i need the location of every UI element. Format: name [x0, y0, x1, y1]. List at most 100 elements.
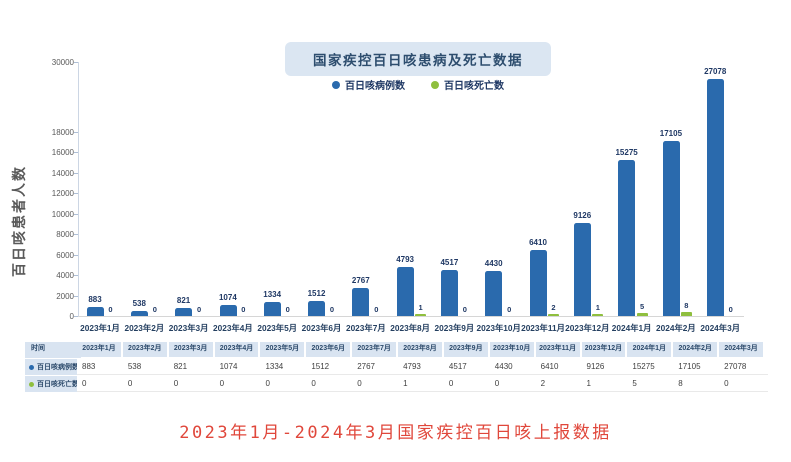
table-month-header-cell: 2023年2月: [122, 342, 167, 357]
x-axis-label: 2023年1月: [80, 323, 120, 333]
table-month-header-cell: 2023年1月: [77, 342, 121, 357]
chart-legend: 百日咳病例数 百日咳死亡数: [78, 77, 758, 92]
cases-bar-value-label: 538: [132, 298, 146, 308]
deaths-bar: [548, 313, 559, 316]
table-value-cell: 0: [352, 376, 402, 392]
x-axis-label: 2023年2月: [124, 323, 165, 333]
deaths-bar-value-label: 0: [197, 305, 202, 314]
table-time-header-cell: 时间: [25, 342, 81, 358]
deaths-bar: [415, 313, 427, 316]
y-axis-tick: [74, 132, 78, 133]
chart-header: 国家疾控百日咳患病及死亡数据: [78, 42, 758, 76]
cases-bar-value-label: 1512: [307, 288, 326, 298]
table-value-cell: 1334: [260, 359, 310, 375]
x-axis-label: 2023年8月: [390, 323, 430, 333]
x-axis-label: 2024年3月: [700, 323, 741, 333]
deaths-bar-value-label: 0: [462, 305, 467, 314]
y-axis-tick-label: 10000: [51, 209, 74, 219]
table-value-cell: 0: [260, 376, 310, 392]
table-value-cell: 27078: [719, 359, 768, 375]
deaths-bar-value-label: 0: [374, 305, 379, 314]
table-value-cell: 4430: [489, 359, 539, 375]
table-value-cell: 0: [443, 376, 493, 392]
deaths-bar: [636, 313, 648, 316]
cases-bar: [130, 310, 148, 316]
cases-bar-value-label: 9126: [573, 210, 592, 220]
deaths-bar: [592, 313, 604, 316]
table-value-cell: 15275: [627, 359, 677, 375]
table-row-label-cell: 百日咳病例数: [25, 359, 79, 375]
deaths-bar-value-label: 0: [152, 305, 157, 314]
cases-bar: [396, 267, 414, 316]
table-value-cell: 5: [627, 376, 677, 392]
table-row-dot-icon: [29, 381, 34, 387]
page-caption: 2023年1月-2024年3月国家疾控百日咳上报数据: [179, 423, 612, 443]
deaths-bar-value-label: 1: [595, 302, 600, 312]
table-value-cell: 883: [77, 359, 126, 375]
deaths-bar-value-label: 2: [551, 302, 556, 312]
table-month-header-cell: 2023年5月: [260, 342, 305, 357]
y-axis-tick-label: 16000: [51, 148, 74, 158]
deaths-bar-value-label: 0: [285, 305, 290, 314]
chart-title: 国家疾控百日咳患病及死亡数据: [285, 42, 551, 76]
cases-bar-value-label: 821: [176, 295, 191, 305]
table-row-dot-icon: [29, 364, 34, 370]
table-value-cell: 1074: [214, 359, 264, 375]
table-value-cell: 2767: [352, 359, 402, 375]
y-axis-tick: [74, 275, 78, 277]
deaths-bar-value-label: 0: [241, 305, 246, 314]
y-axis-tick-label: 4000: [56, 271, 74, 281]
y-axis-tick-label: 0: [69, 312, 74, 321]
cases-bar-value-label: 17105: [659, 129, 683, 139]
y-axis-tick-label: 14000: [51, 168, 74, 178]
y-axis-tick: [74, 193, 78, 195]
table-month-header-cell: 2024年2月: [673, 342, 718, 357]
cases-legend-dot-icon: [332, 80, 340, 89]
cases-bar: [573, 222, 591, 316]
x-axis-label: 2023年9月: [434, 323, 475, 333]
cases-bar: [441, 269, 458, 316]
cases-bar-value-label: 1074: [218, 293, 237, 303]
y-axis-tick: [74, 172, 78, 174]
table-value-cell: 538: [122, 359, 172, 375]
deaths-bar-value-label: 0: [329, 305, 335, 314]
cases-bar-value-label: 2767: [351, 275, 370, 285]
table-value-cell: 8: [673, 376, 723, 392]
x-axis-label: 2023年10月: [476, 323, 521, 333]
cases-bar: [219, 305, 237, 316]
table-value-cell: 0: [719, 376, 768, 392]
table-month-header-cell: 2024年3月: [719, 342, 763, 357]
deaths-bar-value-label: 5: [640, 302, 645, 311]
cases-bar: [485, 270, 503, 316]
cases-bar-value-label: 4517: [440, 257, 459, 267]
y-axis-tick-label: 30000: [51, 58, 74, 67]
table-month-header-cell: 2023年8月: [398, 342, 442, 357]
table-value-cell: 4793: [398, 359, 447, 375]
y-axis-tick-label: 12000: [51, 189, 74, 199]
table-value-cell: 6410: [535, 359, 585, 375]
y-axis-tick: [74, 152, 78, 154]
legend-label-cases: 百日咳病例数: [345, 81, 405, 92]
legend-item-cases: 百日咳病例数: [332, 77, 405, 92]
table-month-header-cell: 2023年10月: [489, 342, 534, 357]
x-axis-label: 2023年3月: [168, 323, 209, 333]
y-axis-tick: [74, 254, 78, 256]
cases-bar: [662, 141, 680, 316]
y-axis-tick-label: 18000: [51, 128, 74, 137]
y-axis-line: [78, 62, 79, 316]
table-value-cell: 0: [214, 376, 264, 392]
legend-item-deaths: 百日咳死亡数: [431, 77, 504, 92]
table-value-cell: 0: [168, 376, 218, 392]
x-axis-label: 2024年2月: [656, 323, 696, 333]
y-axis-tick-label: 2000: [56, 291, 74, 301]
deaths-legend-dot-icon: [431, 80, 439, 89]
table-month-header-cell: 2023年9月: [443, 342, 488, 357]
table-value-cell: 9126: [581, 359, 631, 375]
table-value-cell: 2: [535, 376, 585, 392]
table-value-cell: 0: [306, 376, 356, 392]
table-month-header-cell: 2023年12月: [581, 342, 626, 357]
cases-bar-value-label: 1334: [263, 290, 282, 300]
